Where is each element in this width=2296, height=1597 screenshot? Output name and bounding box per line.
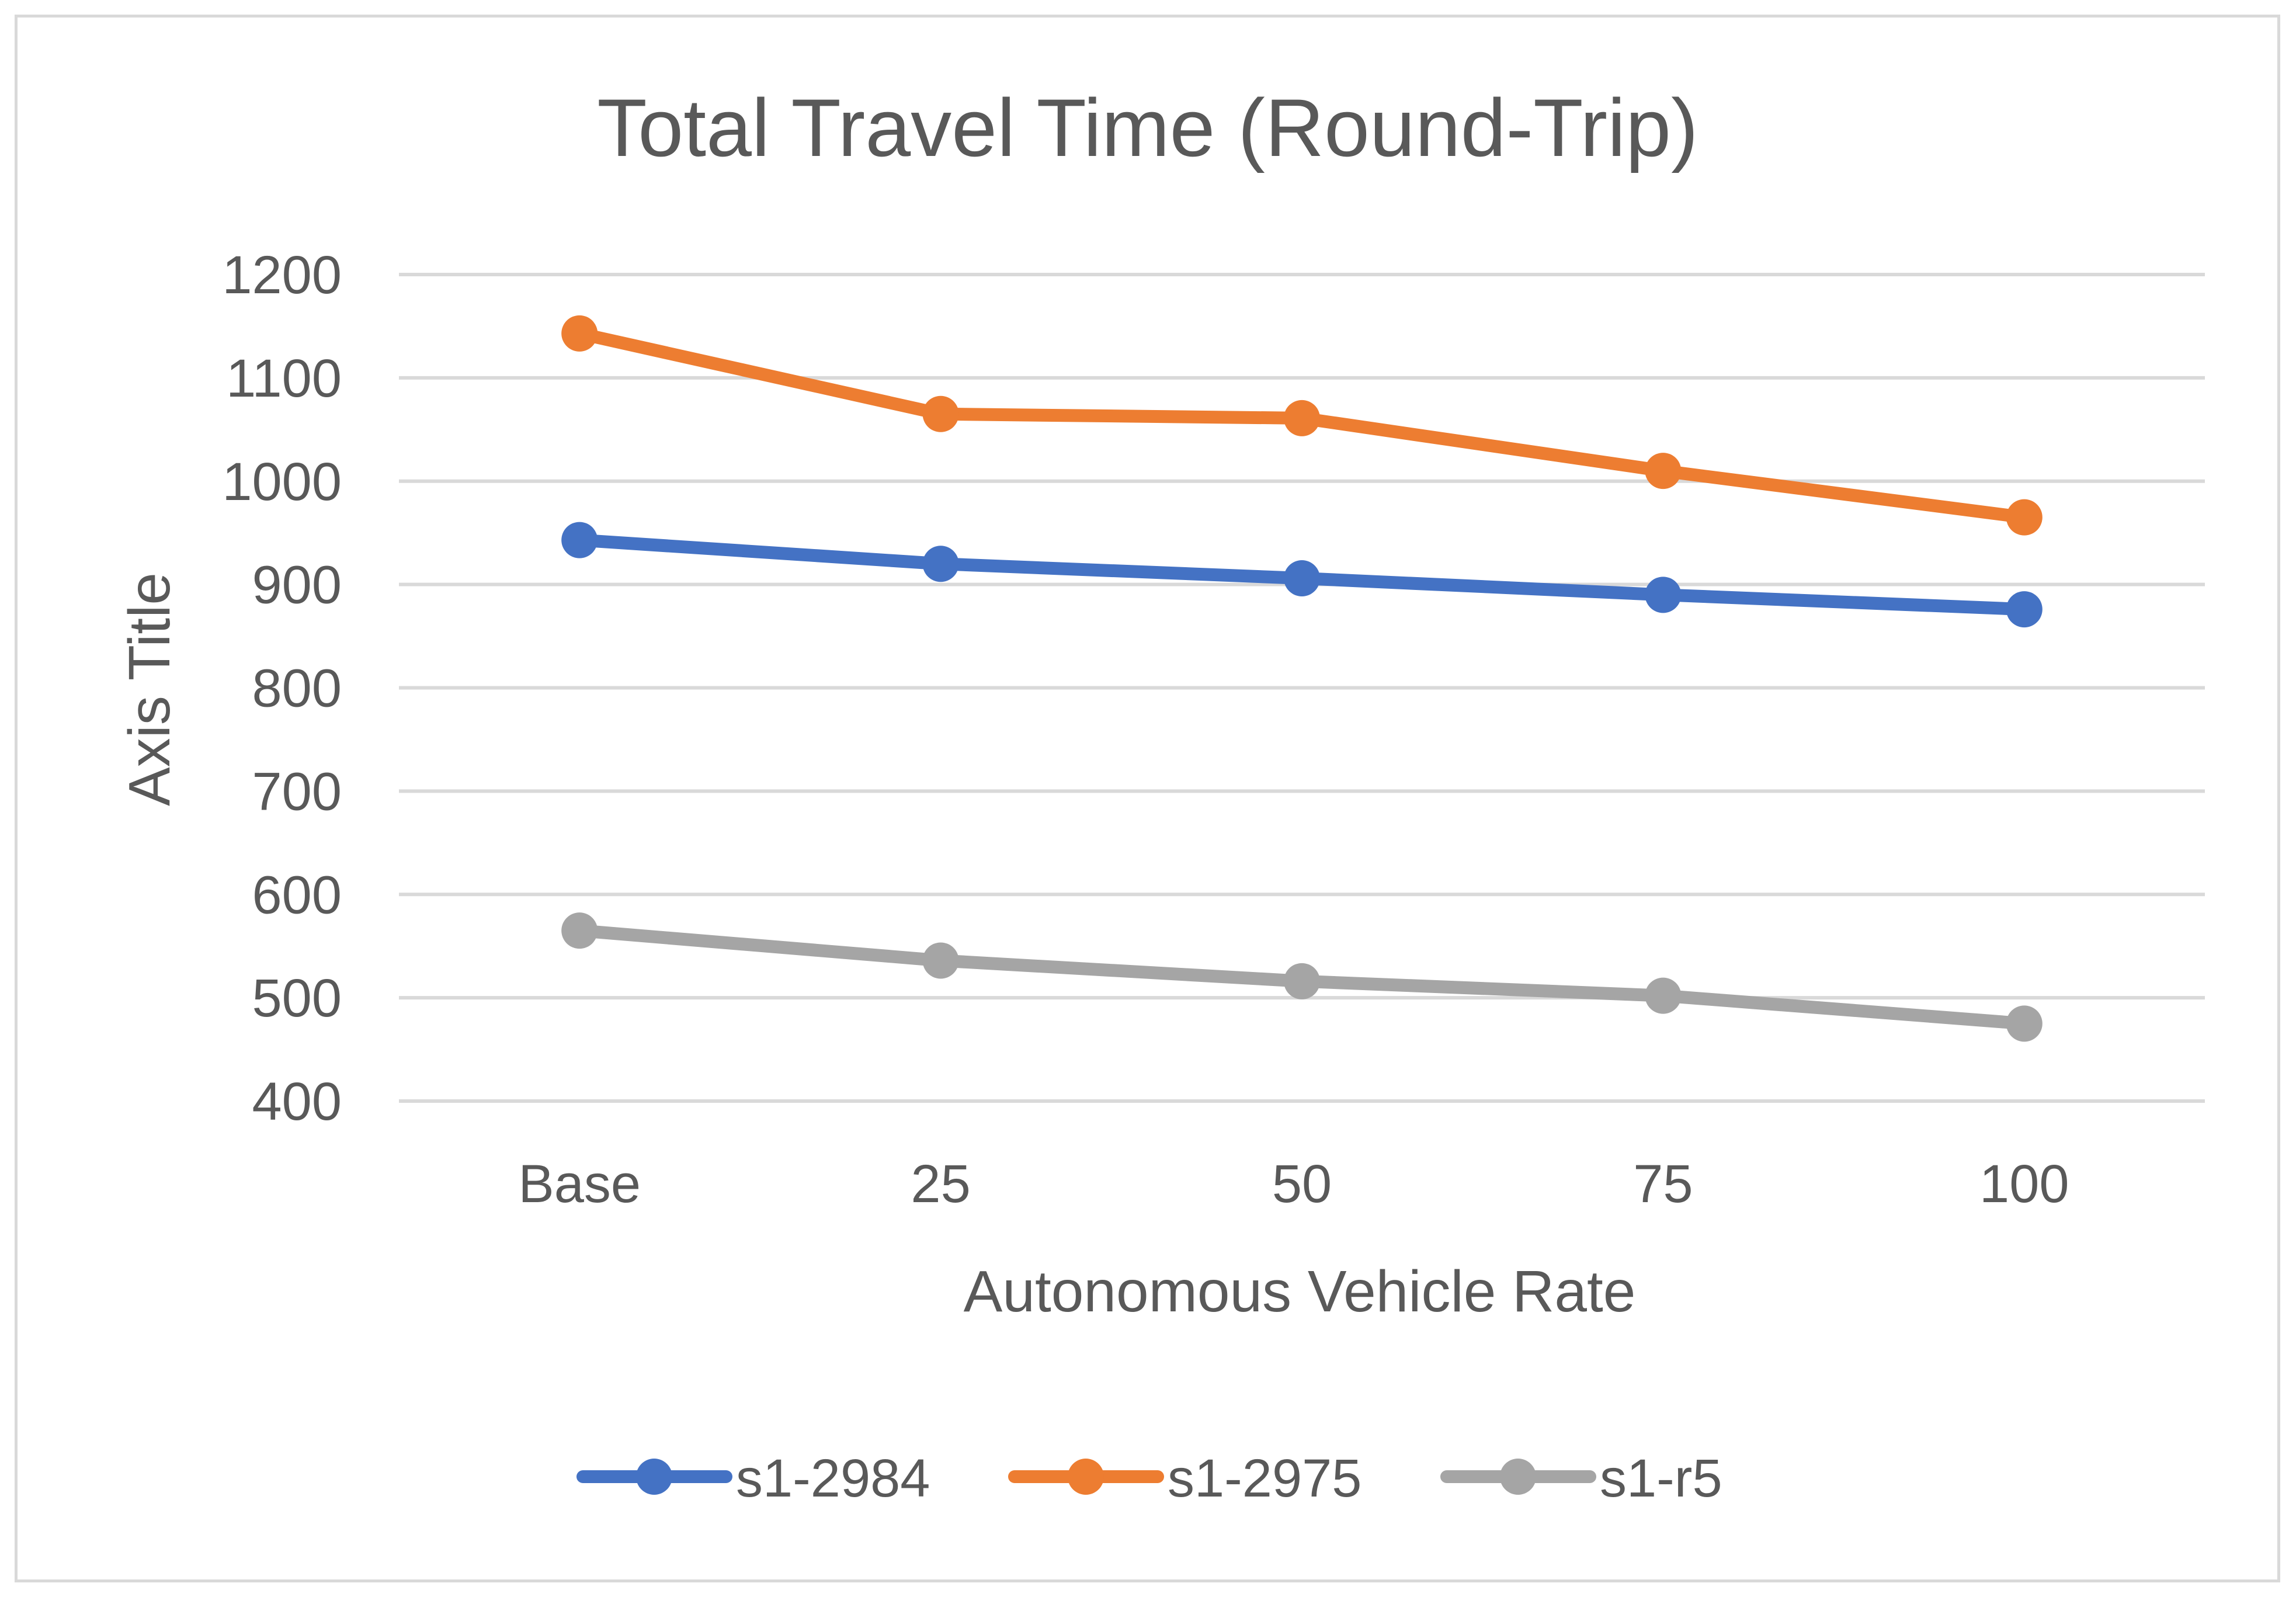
- y-tick-label: 900: [252, 556, 342, 615]
- legend-label: s1-r5: [1600, 1449, 1722, 1508]
- data-point: [1645, 577, 1682, 613]
- legend-swatch-marker: [636, 1459, 672, 1495]
- data-point: [922, 942, 959, 979]
- series-group: [561, 315, 2043, 1042]
- x-tick-label: 100: [1979, 1154, 2069, 1214]
- data-point: [922, 546, 959, 582]
- data-point: [561, 315, 598, 352]
- legend-label: s1-2984: [736, 1449, 930, 1508]
- y-tick-label: 1000: [222, 452, 342, 512]
- y-tick-label: 1100: [226, 349, 342, 408]
- y-tick-label: 400: [252, 1072, 342, 1131]
- x-axis-ticks: Base 25 50 75 100: [518, 1154, 2069, 1214]
- legend-item: s1-2984: [576, 1449, 930, 1508]
- series-s1-2975: [561, 315, 2043, 536]
- data-point: [1284, 560, 1320, 597]
- data-point: [1645, 977, 1682, 1014]
- data-point: [2006, 499, 2043, 536]
- data-point: [1284, 400, 1320, 436]
- legend-item: s1-r5: [1440, 1449, 1722, 1508]
- data-point: [2006, 1005, 2043, 1042]
- data-point: [922, 395, 959, 432]
- y-tick-label: 500: [252, 968, 342, 1028]
- y-tick-label: 600: [252, 865, 342, 925]
- legend-swatch-marker: [1500, 1459, 1536, 1495]
- data-point: [1284, 963, 1320, 999]
- x-tick-label: 50: [1272, 1154, 1332, 1214]
- chart-title: Total Travel Time (Round-Trip): [597, 82, 1698, 173]
- y-tick-label: 800: [252, 659, 342, 718]
- y-tick-label: 700: [252, 762, 342, 821]
- x-axis-title: Autonomous Vehicle Rate: [964, 1259, 1636, 1324]
- data-point: [2006, 591, 2043, 628]
- legend: s1-2984 s1-2975 s1-r5: [576, 1449, 1722, 1508]
- series-s1-2984: [561, 522, 2043, 628]
- x-tick-label: 25: [911, 1154, 970, 1214]
- data-point: [561, 912, 598, 949]
- y-axis-title: Axis Title: [117, 572, 182, 806]
- legend-swatch-marker: [1068, 1459, 1104, 1495]
- y-tick-label: 1200: [222, 245, 342, 305]
- y-axis-ticks: 400 500 600 700 800 900 1000 1100 1200: [222, 245, 342, 1131]
- data-point: [1645, 453, 1682, 489]
- legend-item: s1-2975: [1008, 1449, 1361, 1508]
- series-s1-r5: [561, 912, 2043, 1042]
- data-point: [561, 522, 598, 558]
- x-tick-label: Base: [518, 1154, 641, 1214]
- x-tick-label: 75: [1633, 1154, 1693, 1214]
- legend-label: s1-2975: [1168, 1449, 1361, 1508]
